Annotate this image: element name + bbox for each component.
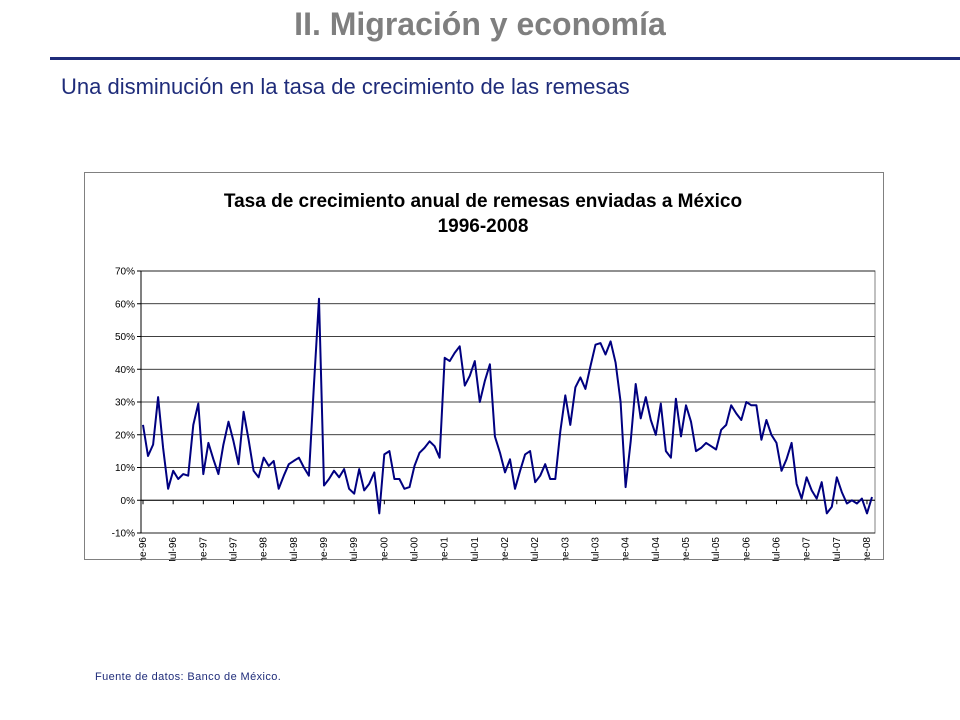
x-tick-label: Ene-98 <box>259 537 270 561</box>
x-tick-label: Jul-01 <box>470 537 481 561</box>
remittance-growth-chart: Tasa de crecimiento anual de remesas env… <box>112 191 876 561</box>
x-tick-label: Jul-99 <box>349 537 360 561</box>
slide-subtitle: Una disminución en la tasa de crecimient… <box>61 74 630 99</box>
x-tick-label: Jul-98 <box>289 537 300 561</box>
chart-title-line-2: 1996-2008 <box>438 216 529 237</box>
series-line-growth-rate <box>142 297 873 515</box>
y-tick-label: -10% <box>112 529 135 540</box>
x-tick-label: Jul-04 <box>651 537 662 561</box>
title-divider <box>50 57 960 60</box>
x-tick-label: Ene-00 <box>379 537 390 561</box>
chart-title-line-1: Tasa de crecimiento anual de remesas env… <box>224 191 742 212</box>
x-tick-label: Jul-02 <box>530 537 541 561</box>
plot-area: -10% 0% 10% 20% 30% 40% 50% 60% 70% Ene-96 Jul-96 E… <box>112 267 876 561</box>
x-tick-label: Ene-02 <box>500 537 511 561</box>
slide-title: II. Migración y economía <box>294 6 666 42</box>
x-tick-label: Ene-99 <box>319 537 330 561</box>
y-tick-label: 20% <box>115 430 135 441</box>
y-tick-label: 70% <box>115 267 135 278</box>
x-tick-label: Ene-04 <box>621 537 632 561</box>
x-tick-label: Ene-97 <box>198 537 209 561</box>
chart-container: Tasa de crecimiento anual de remesas env… <box>84 172 884 561</box>
y-tick-label: 50% <box>115 332 135 343</box>
y-tick-label: 10% <box>115 463 135 474</box>
data-source-note: Fuente de datos: Banco de México. <box>95 671 282 683</box>
x-tick-label: Ene-96 <box>138 537 149 561</box>
x-tick-label: Ene-03 <box>560 537 571 561</box>
x-tick-label: Jul-06 <box>771 537 782 561</box>
x-tick-label: Jul-96 <box>168 537 179 561</box>
x-tick-label: Ene-05 <box>681 537 692 561</box>
x-tick-label: Ene-07 <box>802 537 813 561</box>
x-tick-label: Ene-08 <box>862 537 873 561</box>
x-tick-label: Jul-00 <box>409 537 420 561</box>
x-tick-label: Ene-01 <box>440 537 451 561</box>
x-tick-label: Jul-05 <box>711 537 722 561</box>
y-tick-label: 0% <box>121 496 136 507</box>
x-tick-label: Jul-07 <box>832 537 843 561</box>
y-tick-label: 30% <box>115 398 135 409</box>
x-tick-label: Ene-06 <box>741 537 752 561</box>
y-tick-label: 40% <box>115 365 135 376</box>
y-tick-label: 60% <box>115 299 135 310</box>
x-tick-label: Jul-97 <box>228 537 239 561</box>
x-tick-label: Jul-03 <box>590 537 601 561</box>
